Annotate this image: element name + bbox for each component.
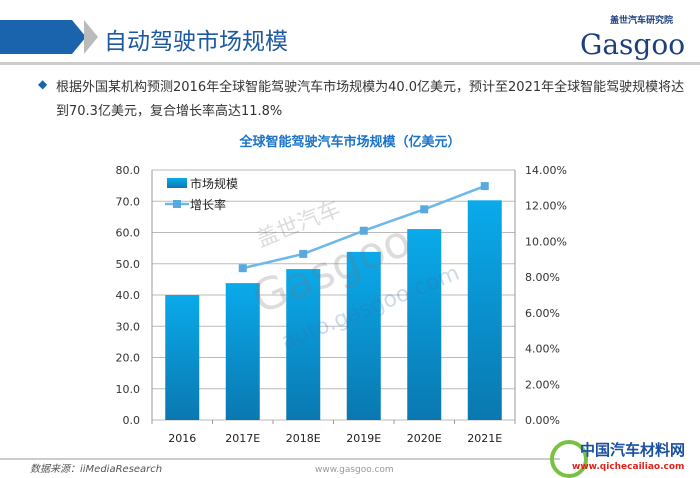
y-tick-label: 10.0 (116, 383, 141, 396)
y-tick-label: 30.0 (116, 320, 141, 333)
legend-label: 市场规模 (190, 176, 238, 191)
gasgoo-logo: 盖世汽车研究院 Gasgoo (580, 16, 686, 61)
data-source: 数据来源：iiMediaResearch (30, 464, 163, 475)
y-tick-label: 70.0 (116, 195, 141, 208)
y-tick-label: 80.0 (116, 164, 141, 177)
header-divider (0, 62, 700, 65)
y2-tick-label: 10.00% (525, 235, 567, 248)
bar-2021E (467, 200, 502, 420)
growth-point (299, 249, 308, 258)
bar-2020E (407, 229, 442, 420)
page-title: 自动驾驶市场规模 (104, 29, 288, 55)
y2-tick-label: 8.00% (525, 271, 560, 284)
growth-point (359, 226, 368, 235)
summary-text: 根据外国某机构预测2016年全球智能驾驶汽车市场规模为40.0亿美元，预计至20… (56, 80, 685, 119)
legend-bar-swatch (167, 178, 187, 188)
growth-point (238, 264, 247, 273)
y2-tick-label: 0.00% (525, 414, 560, 427)
growth-point (480, 182, 489, 191)
bar-2019E (346, 251, 381, 420)
chart-title: 全球智能驾驶汽车市场规模（亿美元） (239, 135, 461, 150)
x-tick-label: 2019E (346, 432, 381, 445)
y2-tick-label: 6.00% (525, 307, 560, 320)
y-tick-label: 50.0 (116, 258, 141, 271)
chevron-icon (72, 20, 86, 54)
footer-divider (0, 458, 560, 460)
legend-marker (173, 200, 181, 208)
y2-tick-label: 4.00% (525, 343, 560, 356)
y-tick-label: 0.0 (123, 414, 141, 427)
y2-tick-label: 14.00% (525, 164, 567, 177)
growth-point (420, 205, 429, 214)
chevron-icon (84, 20, 98, 54)
x-tick-label: 2018E (286, 432, 321, 445)
bar-2016 (165, 295, 200, 420)
y2-tick-label: 12.00% (525, 200, 567, 213)
y-tick-label: 40.0 (116, 289, 141, 302)
x-tick-label: 2020E (407, 432, 442, 445)
x-tick-label: 2021E (467, 432, 502, 445)
bar-2017E (225, 283, 260, 420)
header-band (0, 20, 72, 54)
y2-tick-label: 2.00% (525, 378, 560, 391)
y-tick-label: 20.0 (116, 352, 141, 365)
bar-2018E (286, 269, 321, 420)
x-tick-label: 2016 (168, 432, 196, 445)
qichecailiao-badge: 中国汽车材料网 www.qichecailiao.com (550, 440, 700, 478)
diamond-bullet-icon: ◆ (38, 77, 48, 91)
legend-label: 增长率 (190, 197, 226, 212)
y-tick-label: 60.0 (116, 227, 141, 240)
footer-site: www.gasgoo.com (315, 465, 394, 475)
x-tick-label: 2017E (225, 432, 260, 445)
